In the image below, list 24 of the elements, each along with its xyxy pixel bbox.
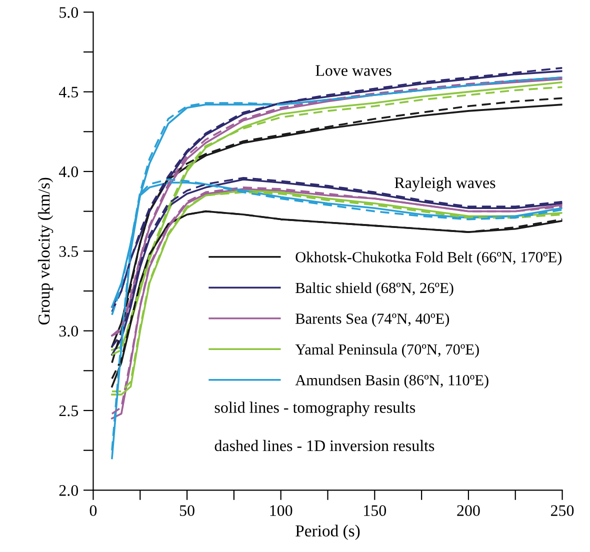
annotation: dashed lines - 1D inversion results: [214, 440, 434, 452]
y-tick-label: 5.0: [60, 7, 78, 18]
legend-label: Okhotsk-Chukotka Fold Belt (66ºN, 170ºE): [296, 252, 562, 266]
x-tick-label: 0: [90, 505, 97, 516]
y-tick-label: 4.5: [58, 86, 78, 98]
y-axis-title: Group velocity (km/s): [38, 178, 54, 325]
annotation: Rayleigh waves: [394, 176, 496, 192]
y-tick-label: 4.0: [58, 166, 78, 178]
x-axis-title: Period (s): [296, 524, 360, 540]
legend-label: Baltic shield (68ºN, 26ºE): [296, 282, 454, 296]
x-tick-label: 100: [270, 505, 292, 516]
y-tick-label: 2.5: [59, 405, 78, 416]
x-tick-label: 50: [180, 505, 194, 516]
legend-label: Yamal Peninsula (70ºN, 70ºE): [295, 344, 479, 358]
x-tick-label: 150: [364, 505, 386, 516]
y-tick-label: 3.0: [59, 326, 78, 337]
y-tick-label: 3.5: [59, 246, 78, 257]
legend-label: Barents Sea (74ºN, 40ºE): [296, 313, 450, 327]
annotation: Love waves: [316, 65, 392, 76]
x-tick-label: 250: [550, 505, 574, 516]
y-tick-label: 2.0: [59, 485, 78, 496]
x-tick-label: 200: [457, 505, 480, 516]
legend-label: Amundsen Basin (86ºN, 110ºE): [295, 374, 488, 388]
annotation: solid lines - tomography results: [214, 402, 416, 416]
